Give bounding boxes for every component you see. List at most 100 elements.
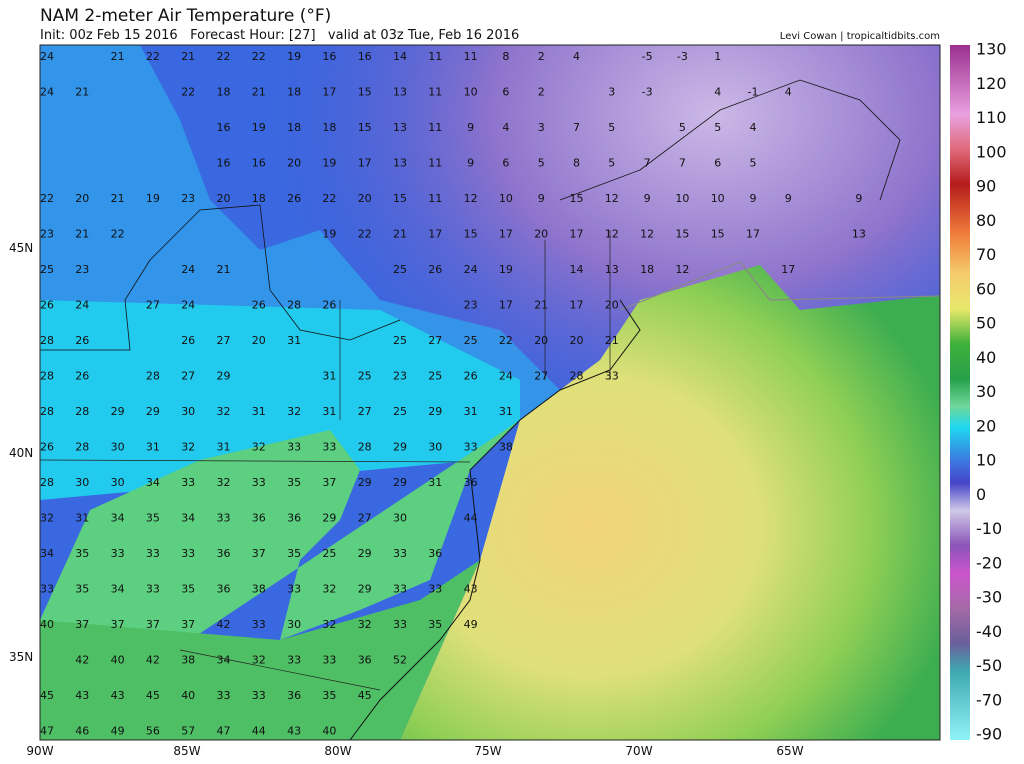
temperature-value: 18	[217, 86, 231, 99]
temperature-value: 13	[605, 263, 619, 276]
temperature-value: 15	[464, 228, 478, 241]
colorbar-label: 110	[976, 108, 1007, 127]
temperature-value: 11	[428, 50, 442, 63]
temperature-value: 33	[252, 689, 266, 702]
credit: Levi Cowan | tropicaltidbits.com	[780, 31, 940, 42]
temperature-value: 10	[675, 192, 689, 205]
temperature-value: 30	[111, 441, 125, 454]
temperature-value: 28	[40, 370, 54, 383]
temperature-value: 32	[40, 512, 54, 525]
temperature-value: 6	[714, 157, 721, 170]
colorbar-label: 30	[976, 382, 996, 401]
temperature-value: 5	[538, 157, 545, 170]
temperature-value: 28	[358, 441, 372, 454]
temperature-value: 34	[146, 476, 160, 489]
temperature-value: 28	[75, 441, 89, 454]
temperature-value: 19	[499, 263, 513, 276]
temperature-value: 21	[111, 192, 125, 205]
temperature-value: 11	[464, 50, 478, 63]
temperature-value: 18	[252, 192, 266, 205]
temperature-value: 42	[75, 654, 89, 667]
temperature-value: 31	[428, 476, 442, 489]
temperature-value: 28	[75, 405, 89, 418]
temperature-value: 5	[714, 121, 721, 134]
temperature-value: 21	[534, 299, 548, 312]
temperature-value: 47	[217, 725, 231, 738]
temperature-value: 34	[181, 512, 195, 525]
temperature-value: 43	[464, 583, 478, 596]
temperature-value: 15	[358, 121, 372, 134]
temperature-value: 18	[640, 263, 654, 276]
temperature-value: 31	[464, 405, 478, 418]
temperature-value: -3	[642, 86, 653, 99]
temperature-value: 6	[502, 157, 509, 170]
colorbar-label: 50	[976, 314, 996, 333]
temperature-value: 8	[573, 157, 580, 170]
temperature-value: 30	[393, 512, 407, 525]
temperature-value: 29	[358, 547, 372, 560]
temperature-value: 28	[287, 299, 301, 312]
temperature-value: 33	[217, 689, 231, 702]
temperature-value: 21	[181, 50, 195, 63]
temperature-value: 29	[358, 476, 372, 489]
temperature-value: 57	[181, 725, 195, 738]
temperature-value: 20	[358, 192, 372, 205]
temperature-value: 8	[502, 50, 509, 63]
lon-label: 85W	[173, 744, 200, 758]
temperature-value: 22	[146, 50, 160, 63]
temperature-value: 12	[640, 228, 654, 241]
temperature-value: 33	[252, 476, 266, 489]
temperature-value: 30	[287, 618, 301, 631]
temperature-value: 26	[322, 299, 336, 312]
temperature-value: 11	[428, 86, 442, 99]
temperature-value: 43	[75, 689, 89, 702]
temperature-value: 56	[146, 725, 160, 738]
temperature-value: 21	[75, 228, 89, 241]
temperature-value: 33	[111, 547, 125, 560]
temperature-value: 10	[711, 192, 725, 205]
temperature-value: 23	[181, 192, 195, 205]
temperature-value: 15	[570, 192, 584, 205]
temperature-value: 26	[40, 299, 54, 312]
temperature-value: 26	[464, 370, 478, 383]
temperature-value: 9	[785, 192, 792, 205]
colorbar-label: -70	[976, 690, 1002, 709]
temperature-value: 9	[538, 192, 545, 205]
temperature-value: 24	[40, 86, 54, 99]
temperature-value: 17	[322, 86, 336, 99]
colorbar-label: 120	[976, 74, 1007, 93]
temperature-value: 40	[111, 654, 125, 667]
temperature-value: 36	[287, 512, 301, 525]
temperature-value: 21	[605, 334, 619, 347]
colorbar-label: -10	[976, 519, 1002, 538]
colorbar-label: -40	[976, 622, 1002, 641]
temperature-value: 31	[75, 512, 89, 525]
lon-label: 75W	[474, 744, 501, 758]
temperature-value: 34	[217, 654, 231, 667]
temperature-value: 20	[75, 192, 89, 205]
temperature-value: 33	[393, 547, 407, 560]
temperature-value: 27	[181, 370, 195, 383]
temperature-value: 9	[644, 192, 651, 205]
temperature-value: 4	[750, 121, 757, 134]
temperature-value: 28	[40, 476, 54, 489]
temperature-value: 17	[781, 263, 795, 276]
temperature-value: 52	[393, 654, 407, 667]
temperature-value: 38	[181, 654, 195, 667]
temperature-value: 30	[181, 405, 195, 418]
temperature-value: 15	[711, 228, 725, 241]
temperature-value: 37	[252, 547, 266, 560]
temperature-value: 33	[322, 654, 336, 667]
temperature-value: 24	[181, 299, 195, 312]
temperature-value: 43	[111, 689, 125, 702]
colorbar-label: -90	[976, 725, 1002, 744]
temperature-value: 38	[252, 583, 266, 596]
temperature-value: 30	[428, 441, 442, 454]
temperature-value: 29	[393, 476, 407, 489]
temperature-value: 24	[40, 50, 54, 63]
temperature-value: 22	[252, 50, 266, 63]
temperature-value: 3	[608, 86, 615, 99]
temperature-value: 37	[181, 618, 195, 631]
